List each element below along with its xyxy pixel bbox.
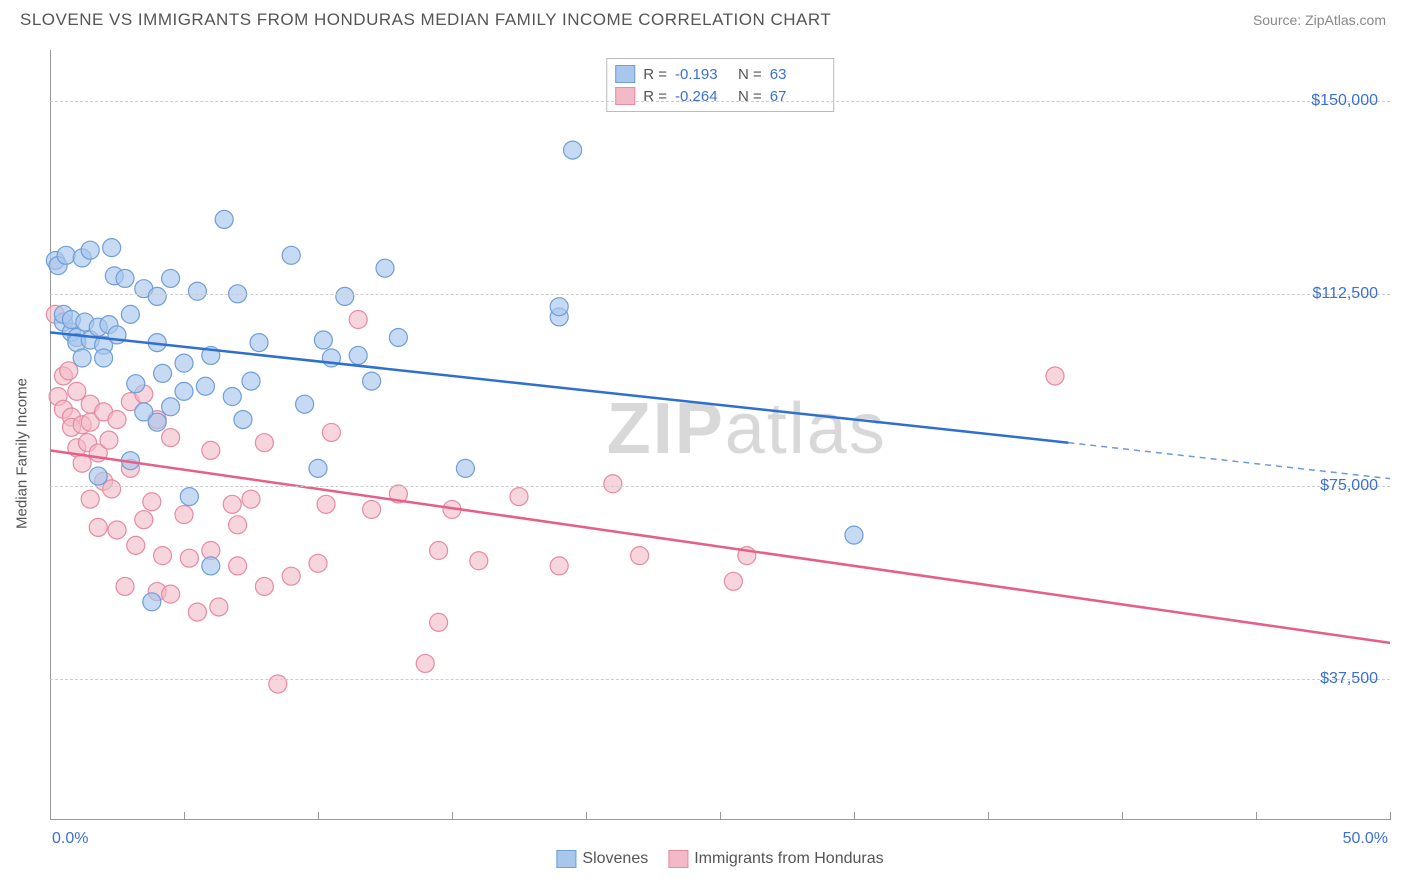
- legend-swatch-1: [668, 850, 688, 868]
- chart-title: SLOVENE VS IMMIGRANTS FROM HONDURAS MEDI…: [20, 10, 831, 30]
- legend-item-0: Slovenes: [556, 850, 648, 868]
- x-tick: [1256, 812, 1257, 820]
- gridline-h: [50, 679, 1390, 680]
- x-tick: [1122, 812, 1123, 820]
- x-tick: [1390, 812, 1391, 820]
- x-tick: [184, 812, 185, 820]
- y-tick-label: $150,000: [1311, 92, 1378, 110]
- gridline-h: [50, 101, 1390, 102]
- bottom-legend: Slovenes Immigrants from Honduras: [556, 850, 883, 868]
- source-label: Source: ZipAtlas.com: [1253, 12, 1386, 28]
- x-tick: [720, 812, 721, 820]
- n-value-0: 63: [770, 66, 825, 83]
- y-tick-label: $75,000: [1320, 477, 1378, 495]
- chart-header: SLOVENE VS IMMIGRANTS FROM HONDURAS MEDI…: [0, 0, 1406, 35]
- r-value-0: -0.193: [675, 66, 730, 83]
- x-tick: [586, 812, 587, 820]
- x-tick-label-min: 0.0%: [52, 830, 88, 848]
- gridline-h: [50, 486, 1390, 487]
- legend-label-1: Immigrants from Honduras: [694, 850, 883, 868]
- y-axis-label: Median Family Income: [14, 378, 31, 529]
- correlation-stats-box: R = -0.193 N = 63 R = -0.264 N = 67: [606, 58, 834, 112]
- legend-item-1: Immigrants from Honduras: [668, 850, 883, 868]
- stats-row-0: R = -0.193 N = 63: [615, 63, 825, 85]
- stats-row-1: R = -0.264 N = 67: [615, 85, 825, 107]
- y-tick-label: $112,500: [1312, 285, 1378, 303]
- x-tick: [50, 812, 51, 820]
- x-tick: [452, 812, 453, 820]
- x-tick: [988, 812, 989, 820]
- x-tick: [318, 812, 319, 820]
- plot-area: ZIPatlas R = -0.193 N = 63 R = -0.264 N …: [50, 50, 1390, 840]
- y-tick-label: $37,500: [1320, 670, 1378, 688]
- gridline-h: [50, 294, 1390, 295]
- chart-container: Median Family Income ZIPatlas R = -0.193…: [50, 50, 1390, 840]
- series-swatch-0: [615, 65, 635, 83]
- legend-label-0: Slovenes: [582, 850, 648, 868]
- plot-svg: [50, 50, 1390, 840]
- x-tick-label-max: 50.0%: [1343, 830, 1388, 848]
- n-label: N =: [738, 66, 762, 83]
- x-tick: [854, 812, 855, 820]
- legend-swatch-0: [556, 850, 576, 868]
- r-label: R =: [643, 66, 667, 83]
